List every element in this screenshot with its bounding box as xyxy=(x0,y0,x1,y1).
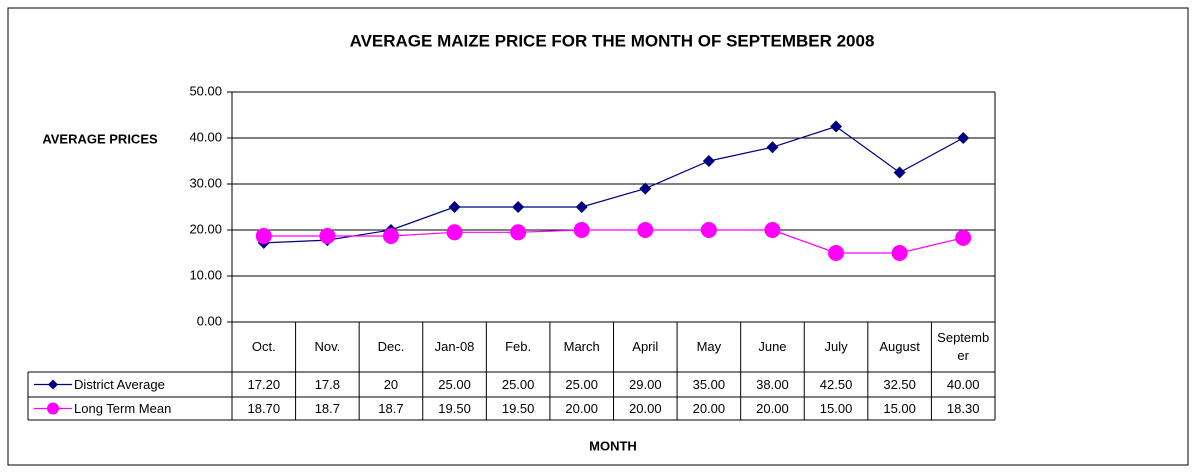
y-tick-label: 30.00 xyxy=(189,175,222,190)
marker xyxy=(573,222,590,238)
x-tick-label: Feb. xyxy=(505,339,532,354)
data-label: 20.00 xyxy=(565,400,598,416)
data-label: 15.00 xyxy=(883,400,916,416)
data-label: 25.00 xyxy=(438,376,471,392)
x-tick-label: September xyxy=(937,330,990,363)
data-label: 17.8 xyxy=(314,376,341,392)
y-axis-label: AVERAGE PRICES xyxy=(42,131,158,146)
marker xyxy=(637,222,654,238)
marker xyxy=(891,245,908,261)
data-label: 18.7 xyxy=(314,400,341,416)
x-tick-label: June xyxy=(758,339,787,354)
marker xyxy=(639,182,652,195)
marker xyxy=(828,245,845,261)
marker xyxy=(512,201,525,213)
marker xyxy=(830,120,843,133)
marker xyxy=(255,227,272,244)
data-label: 35.00 xyxy=(692,376,726,392)
chart-title: AVERAGE MAIZE PRICE FOR THE MONTH OF SEP… xyxy=(350,31,875,50)
x-tick-label: Oct. xyxy=(251,339,276,354)
data-label: 20.00 xyxy=(629,400,662,416)
chart-border xyxy=(7,7,1189,466)
marker xyxy=(382,227,399,244)
legend-label: Long Term Mean xyxy=(74,401,171,416)
marker xyxy=(957,132,970,144)
marker xyxy=(702,155,715,167)
data-label: 18.70 xyxy=(247,400,281,416)
x-axis-label: MONTH xyxy=(589,438,637,453)
data-label: 19.50 xyxy=(501,400,535,416)
legend-marker xyxy=(48,379,58,390)
marker xyxy=(766,141,779,154)
data-label: 25.00 xyxy=(565,376,598,392)
y-tick-label: 10.00 xyxy=(189,267,222,282)
marker xyxy=(510,224,527,241)
marker xyxy=(319,227,336,244)
marker xyxy=(446,224,463,241)
x-tick-label: Nov. xyxy=(314,339,341,354)
series-line xyxy=(263,125,964,244)
y-tick-label: 20.00 xyxy=(189,221,222,236)
x-tick-label: Dec. xyxy=(377,339,405,354)
x-tick-label: Jan-08 xyxy=(434,339,475,354)
data-label: 25.00 xyxy=(501,376,535,392)
marker xyxy=(955,229,972,246)
x-tick-label: March xyxy=(563,339,600,354)
x-tick-label: July xyxy=(824,339,848,354)
data-label: 38.00 xyxy=(756,376,789,392)
data-label: 42.50 xyxy=(819,376,853,392)
data-label: 29.00 xyxy=(629,376,662,392)
legend-marker xyxy=(47,402,59,415)
data-label: 40.00 xyxy=(946,376,980,392)
data-label: 20.00 xyxy=(756,400,789,416)
data-label: 18.7 xyxy=(378,400,404,416)
y-tick-label: 0.00 xyxy=(197,313,222,328)
data-label: 32.50 xyxy=(883,376,916,392)
y-tick-label: 40.00 xyxy=(189,129,222,144)
x-tick-label: April xyxy=(632,339,659,354)
x-tick-label: August xyxy=(879,339,920,354)
x-tick-label: May xyxy=(696,339,722,354)
data-label: 20 xyxy=(383,376,399,392)
marker xyxy=(764,222,781,238)
data-label: 19.50 xyxy=(438,400,471,416)
series-line xyxy=(263,229,964,254)
legend-label: District Average xyxy=(74,377,165,392)
data-label: 15.00 xyxy=(819,400,853,416)
marker xyxy=(448,201,461,213)
marker xyxy=(893,166,906,179)
data-label: 20.00 xyxy=(692,400,726,416)
data-label: 17.20 xyxy=(247,376,281,392)
marker xyxy=(575,201,588,213)
marker xyxy=(700,222,717,238)
data-label: 18.30 xyxy=(946,400,980,416)
y-tick-label: 50.00 xyxy=(189,83,222,98)
